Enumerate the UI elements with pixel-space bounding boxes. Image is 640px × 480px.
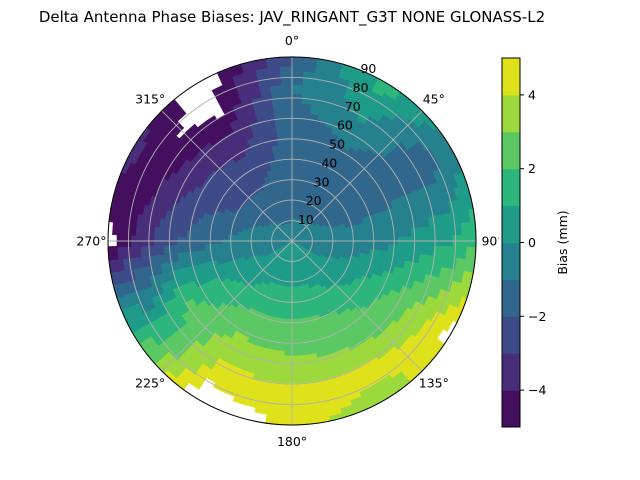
angular-gridline: [291, 110, 423, 242]
contour-cell: [466, 234, 472, 249]
colorbar-segment: [502, 316, 520, 354]
colorbar-segment: [502, 390, 520, 428]
angular-gridline: [291, 240, 423, 372]
colorbar-label: Bias (mm): [555, 210, 570, 274]
colorbar-tick-label: 0: [528, 235, 536, 250]
contour-cell: [291, 314, 298, 320]
colorbar-segment: [502, 353, 520, 391]
colorbar: −4 −2 0 2 4 Bias (mm): [499, 56, 570, 429]
radial-tick-label: 20: [306, 193, 322, 208]
angular-gridline: [161, 110, 293, 242]
colorbar-segment: [502, 168, 520, 207]
colorbar-segment: [502, 242, 520, 280]
colorbar-tick-label: −4: [528, 383, 546, 398]
colorbar-tick-label: 4: [528, 87, 536, 102]
contour-cell: [232, 396, 247, 406]
chart-title: Delta Antenna Phase Biases: JAV_RINGANT_…: [38, 8, 546, 26]
contour-cell: [254, 407, 269, 415]
colorbar-tick-label: −2: [528, 309, 546, 324]
contour-cell: [112, 221, 119, 236]
radial-tick-label: 10: [298, 212, 314, 227]
theta-tick-label: 135°: [419, 375, 449, 390]
radial-tick-label: 70: [345, 99, 361, 114]
theta-tick-label: 315°: [135, 92, 165, 107]
theta-tick-label: 180°: [277, 434, 307, 449]
contour-cell: [461, 234, 468, 249]
contour-cell: [442, 317, 454, 332]
contour-cell: [185, 123, 199, 136]
contour-cell: [116, 233, 123, 248]
polar-grid: [107, 56, 477, 426]
theta-tick-label: 90°: [481, 234, 503, 249]
colorbar-segment: [502, 58, 520, 96]
colorbar-segment: [502, 279, 520, 317]
theta-tick-label: 45°: [423, 92, 445, 107]
colorbar-segment: [502, 131, 520, 170]
contour-cell: [204, 115, 218, 126]
colorbar-tick-label: 2: [528, 161, 536, 176]
contour-cell: [286, 162, 293, 168]
colorbar-segment: [502, 94, 520, 133]
theta-tick-label: 270°: [76, 234, 106, 249]
theta-tick-label: 0°: [285, 33, 299, 48]
theta-tick-label: 225°: [135, 375, 165, 390]
radial-tick-label: 50: [329, 137, 345, 152]
radial-tick-label: 40: [321, 155, 337, 170]
radial-tick-label: 60: [337, 118, 353, 133]
tick-labels: 0° 45° 90° 135° 180° 225° 270° 315° 10 20 30 40 50 60…: [76, 33, 503, 449]
radial-tick-label: 90: [360, 61, 376, 76]
radial-tick-label: 80: [353, 80, 369, 95]
colorbar-segment: [502, 205, 520, 243]
radial-tick-label: 30: [314, 174, 330, 189]
angular-gridline: [161, 240, 293, 372]
polar-frame: [107, 56, 477, 426]
